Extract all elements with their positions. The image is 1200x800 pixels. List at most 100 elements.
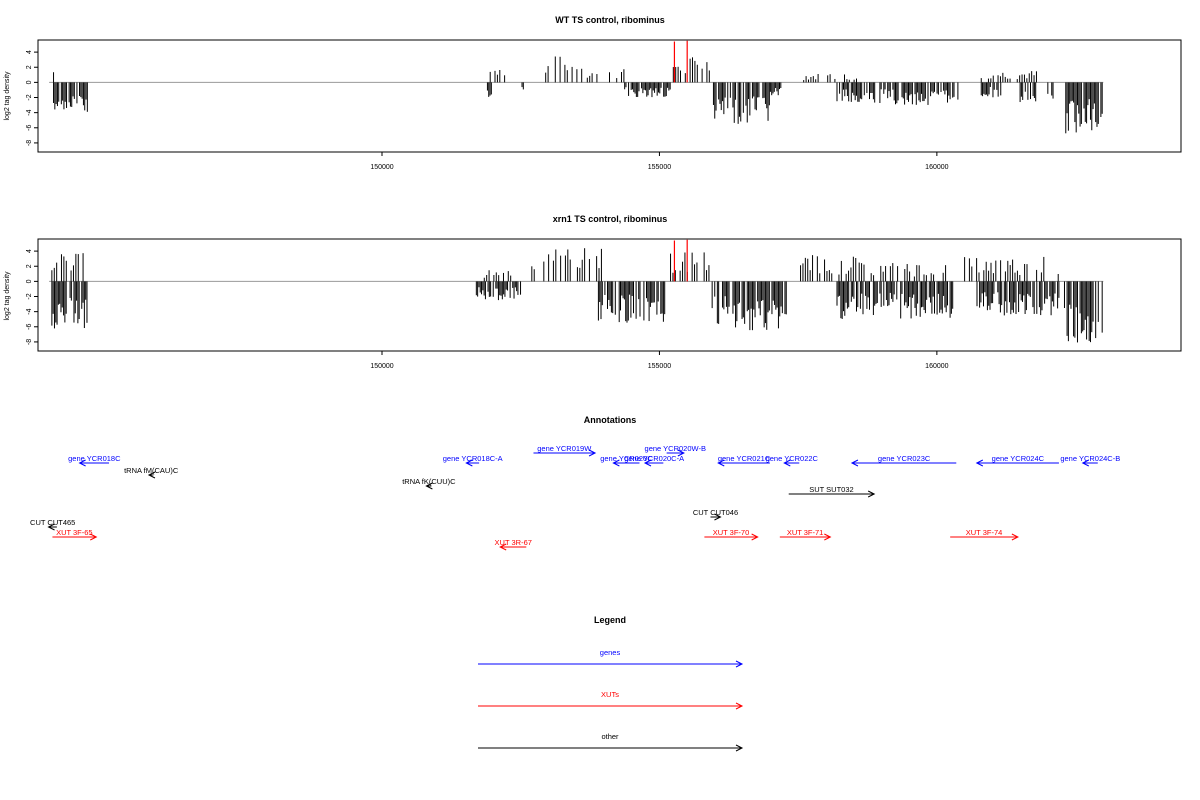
x-tick-label: 155000 — [648, 164, 671, 171]
legend-label: other — [601, 732, 619, 741]
feature: tRNA fK(CUU)C — [402, 477, 456, 490]
arrow-head — [751, 533, 759, 541]
x-tick-label: 150000 — [370, 363, 393, 370]
arrow-head — [1011, 533, 1019, 541]
arrow-head — [499, 543, 507, 551]
x-axis: 150000 155000 160000 — [370, 351, 949, 370]
track-panel-xrn1: xrn1 TS control, ribominus log2 tag dens… — [4, 214, 1182, 370]
feature-arrow — [717, 459, 770, 467]
feature-label: tRNA fM(CAU)C — [124, 466, 179, 475]
legend-item: genes — [478, 648, 744, 668]
legend-label: genes — [600, 648, 621, 657]
arrow-head — [588, 449, 597, 457]
arrow-head — [867, 490, 876, 498]
legend-arrow — [478, 744, 744, 752]
y-tick-label: -4 — [26, 308, 33, 314]
feature: gene YCR024C-B — [1060, 454, 1120, 467]
legend-item: other — [478, 732, 744, 752]
feature: XUT 3F-74 — [950, 528, 1019, 541]
feature: gene YCR020C — [600, 454, 653, 467]
arrow-head — [975, 459, 984, 467]
panel-title: xrn1 TS control, ribominus — [553, 214, 668, 224]
legend-item: XUTs — [478, 690, 744, 710]
y-tick-label: -8 — [26, 140, 33, 146]
arrow-head — [717, 459, 725, 467]
feature-label: gene YCR018C — [68, 454, 121, 463]
y-axis: 4 2 0 -2 -4 -6 -8 — [26, 249, 38, 345]
y-axis-label: log2 tag density — [4, 271, 11, 321]
arrow-head — [735, 744, 744, 752]
feature: tRNA fM(CAU)C — [124, 466, 179, 479]
arrow-head — [147, 471, 156, 479]
feature-label: XUT 3F-70 — [713, 528, 750, 537]
y-tick-label: -6 — [26, 125, 33, 131]
y-tick-label: 4 — [26, 249, 33, 253]
feature-arrow — [643, 459, 664, 467]
arrow-head — [90, 533, 98, 541]
feature: CUT CUT046 — [693, 508, 738, 521]
feature-label: gene YCR020C — [600, 454, 653, 463]
arrow-head — [465, 459, 473, 467]
feature: CUT CUT465 — [30, 518, 75, 531]
feature: gene YCR018C — [68, 454, 121, 467]
feature-arrow — [533, 449, 597, 457]
feature: XUT 3F-71 — [779, 528, 832, 541]
legend-arrow — [478, 702, 744, 710]
feature-label: gene YCR022C — [766, 454, 819, 463]
x-tick-label: 155000 — [648, 363, 671, 370]
feature: XUT 3F-65 — [52, 528, 98, 541]
arrow-head — [612, 459, 620, 467]
arrow-head — [643, 459, 652, 467]
feature-label: gene YCR018C-A — [443, 454, 503, 463]
y-tick-label: -2 — [26, 94, 33, 100]
legend-title: Legend — [594, 615, 626, 625]
feature-arrow — [704, 533, 759, 541]
y-tick-label: 2 — [26, 264, 33, 268]
feature-label: XUT 3F-71 — [787, 528, 824, 537]
signal-bars — [49, 40, 1104, 134]
feature: gene YCR020C-A — [624, 454, 684, 467]
feature-label: gene YCR024C — [992, 454, 1045, 463]
y-tick-label: 0 — [26, 80, 33, 84]
signal-bars — [49, 239, 1104, 343]
feature-arrow — [465, 459, 480, 467]
arrow-head — [47, 523, 55, 531]
feature: gene YCR018C-A — [443, 454, 503, 467]
legend-arrow — [478, 660, 744, 668]
arrow-head — [735, 702, 744, 710]
feature-label: gene YCR023C — [878, 454, 931, 463]
arrow-head — [78, 459, 86, 467]
annotations-title: Annotations — [584, 415, 637, 425]
y-tick-label: -4 — [26, 109, 33, 115]
feature-label: CUT CUT465 — [30, 518, 75, 527]
arrow-head — [425, 482, 433, 490]
feature-label: SUT SUT032 — [809, 485, 853, 494]
feature-arrow — [147, 471, 156, 479]
feature-arrow — [499, 543, 527, 551]
plot-frame — [37, 238, 1182, 352]
feature: gene YCR022C — [766, 454, 819, 467]
arrow-head — [714, 513, 722, 521]
arrow-head — [850, 459, 859, 467]
y-tick-label: -6 — [26, 324, 33, 330]
feature-arrow — [47, 523, 57, 531]
arrow-head — [783, 459, 791, 467]
x-tick-label: 150000 — [370, 164, 393, 171]
plot-frame — [37, 39, 1182, 153]
track-panel-wt: WT TS control, ribominus log2 tag densit… — [4, 15, 1182, 171]
feature-arrow — [425, 482, 433, 490]
feature-label: gene YCR019W — [537, 444, 592, 453]
feature-arrow — [850, 459, 957, 467]
x-tick-label: 160000 — [925, 164, 948, 171]
feature-arrow — [1081, 459, 1098, 467]
feature: gene YCR019W — [533, 444, 597, 457]
feature-arrow — [78, 459, 110, 467]
panel-title: WT TS control, ribominus — [555, 15, 665, 25]
x-tick-label: 160000 — [925, 363, 948, 370]
y-axis: 4 2 0 -2 -4 -6 -8 — [26, 50, 38, 146]
feature-label: tRNA fK(CUU)C — [402, 477, 456, 486]
feature: gene YCR023C — [850, 454, 957, 467]
feature: XUT 3F-70 — [704, 528, 759, 541]
